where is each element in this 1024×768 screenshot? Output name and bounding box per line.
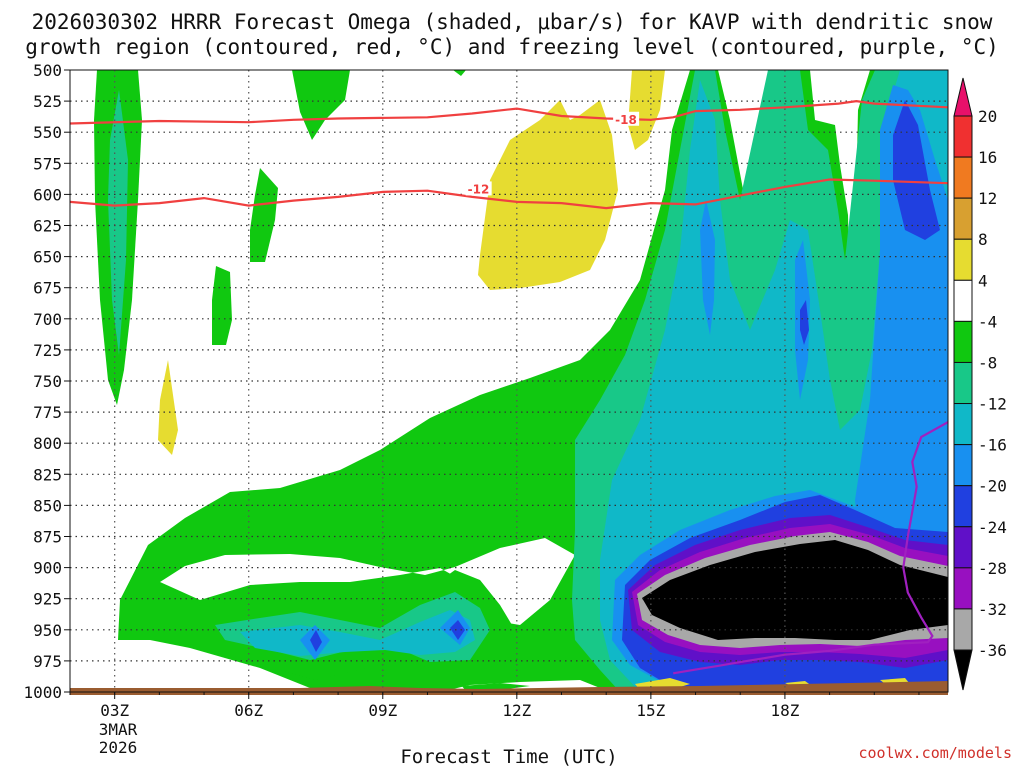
colorbar-label-1: 16 [978,148,997,167]
y-tick-label-500: 500 [33,61,62,80]
y-tick-label-900: 900 [33,559,62,578]
y-tick-label-525: 525 [33,92,62,111]
colorbar-label-6: -8 [978,353,997,372]
credit-url: coolwx.com/models [858,744,1012,762]
y-tick-label-775: 775 [33,403,62,422]
omega-fill-weak-ascent-6z [250,168,278,262]
contour-label-bg-1 [613,111,640,126]
contour-line-1 [70,99,948,125]
colorbar-label-11: -28 [978,559,1007,578]
omega-fill-neutral-pocket [160,538,575,625]
y-tick-label-950: 950 [33,621,62,640]
colorbar-top-arrow [953,77,973,117]
contour-label-1: -18 [615,113,637,127]
y-tick-label-825: 825 [33,465,62,484]
y-tick-label-650: 650 [33,248,62,267]
x-tick-label-09Z: 09Z [368,701,397,720]
colorbar-segment-10 [953,485,973,528]
colorbar-label-13: -36 [978,641,1007,660]
colorbar-segment-5 [953,279,973,322]
temperature-contours: -18 -12 [70,99,948,675]
colorbar-label-9: -20 [978,477,1007,496]
contour-label-bg-2 [465,181,492,196]
colorbar-segment-8 [953,403,973,446]
omega-fill-intense-ascent-7z [310,630,322,652]
omega-fill-very-strong-ascent-15z [700,200,715,335]
colorbar-label-3: 8 [978,230,988,249]
y-tick-label-975: 975 [33,652,62,671]
colorbar-segment-11 [953,526,973,569]
omega-fill-weak-ascent-top-7z [292,70,350,140]
omega-fill-strong-ascent-lower-band [240,610,475,656]
x-tick-label-03Z: 03Z [100,701,129,720]
y-tick-label-550: 550 [33,123,62,142]
contour-line-2 [70,178,948,210]
y-tick-label-600: 600 [33,185,62,204]
x-tick-label-06Z: 06Z [234,701,263,720]
colorbar-label-8: -16 [978,436,1007,455]
omega-fill-weak-ascent-5z [212,266,232,345]
contour-label-2: -12 [468,182,490,196]
y-tick-label-750: 750 [33,372,62,391]
colorbar-label-10: -24 [978,518,1007,537]
x-axis-title: Forecast Time (UTC) [400,746,617,768]
y-tick-label-725: 725 [33,341,62,360]
omega-fill-weak-descent-4z [158,360,178,455]
y-tick-label-1000: 1000 [23,683,62,702]
colorbar-segment-6 [953,320,973,363]
y-tick-label-800: 800 [33,434,62,453]
omega-fill-intense-ascent-17z [800,300,809,345]
y-tick-label-675: 675 [33,279,62,298]
colorbar-segment-4 [953,238,973,281]
colorbar-label-7: -12 [978,395,1007,414]
y-tick-label-700: 700 [33,310,62,329]
x-tick-label-18Z: 18Z [770,701,799,720]
chart-title-line-2: growth region (contoured, red, °C) and f… [25,35,999,59]
x-tick-label-12Z: 12Z [502,701,531,720]
colorbar-segment-1 [953,115,973,158]
y-tick-label-575: 575 [33,154,62,173]
grid-lines [70,70,948,692]
y-axis-pressure-ticks: 500 525 550 575 600 625 650 675 700 725 750 775 800 8… [23,61,70,702]
omega-fill-moderate-ascent-left [108,90,128,355]
colorbar-segment-9 [953,444,973,487]
x-tick-label-15Z: 15Z [636,701,665,720]
colorbar-label-0: 20 [978,107,997,126]
y-tick-label-925: 925 [33,590,62,609]
omega-fill-intense-ascent-right [893,100,940,240]
y-tick-label-850: 850 [33,496,62,515]
x-axis-time-ticks: 03Z 06Z 09Z 12Z 15Z 18Z [69,692,920,720]
omega-fill-weak-descent-mid [478,100,618,290]
colorbar-segment-12 [953,567,973,610]
y-tick-label-875: 875 [33,528,62,547]
y-tick-label-625: 625 [33,217,62,236]
colorbar-label-12: -32 [978,600,1007,619]
colorbar-label-4: 4 [978,271,988,290]
colorbar: 20 16 12 8 4 -4 -8 -12 -16 -20 -24 -28 -32 -36 [953,77,1007,691]
omega-fill-surface-green-patch [462,683,530,690]
colorbar-bottom-arrow [953,649,973,691]
chart-title-line-1: 2026030302 HRRR Forecast Omega (shaded, … [32,10,993,34]
contour-line-3 [673,421,948,675]
colorbar-label-5: -4 [978,312,997,331]
x-date-label-year: 2026 [99,738,138,757]
colorbar-label-2: 12 [978,189,997,208]
colorbar-segment-13 [953,608,973,651]
omega-fill-extreme-ascent-core [642,540,948,640]
colorbar-segment-3 [953,197,973,240]
colorbar-segment-2 [953,156,973,199]
omega-fill-weak-ascent-top-10z [453,70,466,76]
colorbar-segment-7 [953,361,973,405]
omega-fill-weak-descent-top [628,70,665,150]
x-date-label-day: 3MAR [99,720,138,739]
omega-fill-intense-ascent-10z [450,620,465,640]
